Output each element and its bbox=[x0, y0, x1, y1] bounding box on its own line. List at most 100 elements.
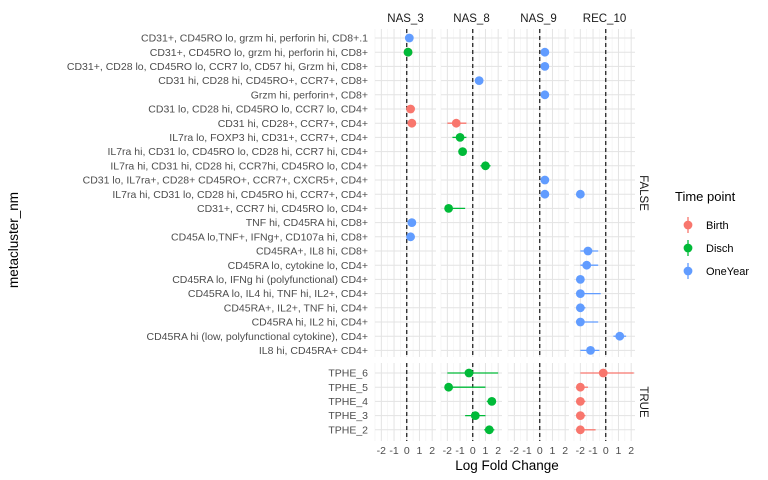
y-tick-label: CD45RA+, IL2+, TNF hi, CD4+ bbox=[224, 302, 368, 314]
data-point bbox=[575, 382, 585, 392]
y-tick-label: IL7ra hi, CD31 lo, CD28 hi, CD45RO hi, C… bbox=[112, 189, 368, 201]
data-point bbox=[458, 147, 468, 157]
x-tick-label: -1 bbox=[389, 445, 398, 457]
x-tick-label: 0 bbox=[537, 445, 543, 457]
y-tick-label: TPHE_6 bbox=[328, 368, 368, 380]
y-tick-label: TPHE_3 bbox=[328, 410, 368, 422]
data-point bbox=[575, 189, 585, 199]
legend-key-point bbox=[683, 243, 693, 253]
data-point bbox=[540, 90, 550, 100]
x-tick-label: 1 bbox=[417, 445, 423, 457]
x-tick-label: 2 bbox=[429, 445, 435, 457]
y-tick-label: CD31+, CD28 lo, CD45RO lo, CCR7 lo, CD57… bbox=[67, 61, 368, 73]
y-tick-label: CD45RA lo, IFNg hi (polyfunctional) CD4+ bbox=[172, 274, 368, 286]
x-tick-label: 2 bbox=[562, 445, 568, 457]
data-point bbox=[540, 47, 550, 57]
data-point bbox=[403, 47, 413, 57]
y-tick-label: IL7ra lo, FOXP3 hi, CD31+, CCR7+, CD4+ bbox=[169, 132, 368, 144]
y-tick-label: CD31+, CCR7 hi, CD45RO lo, CD4+ bbox=[197, 203, 368, 215]
x-tick-label: 1 bbox=[550, 445, 556, 457]
y-tick-label: CD45RA lo, cytokine lo, CD4+ bbox=[228, 260, 368, 272]
data-point bbox=[407, 118, 417, 128]
data-point bbox=[575, 411, 585, 420]
x-tick-label: -2 bbox=[510, 445, 519, 457]
data-point bbox=[481, 161, 490, 171]
legend-label: Birth bbox=[706, 220, 729, 232]
y-tick-label: TPHE_5 bbox=[328, 382, 368, 394]
x-tick-label: -2 bbox=[443, 445, 452, 457]
y-tick-label: Grzm hi, perforin+, CD8+ bbox=[251, 89, 368, 101]
legend-key-point bbox=[683, 266, 693, 276]
facet-strip-label: REC_10 bbox=[583, 13, 626, 25]
legend-label: OneYear bbox=[706, 266, 749, 278]
y-axis-title: metacluster_nm bbox=[6, 192, 21, 288]
x-tick-label: -1 bbox=[455, 445, 464, 457]
legend-title: Time point bbox=[675, 189, 736, 204]
data-point bbox=[615, 331, 625, 341]
data-point bbox=[540, 175, 550, 185]
y-tick-label: CD31 hi, CD28 hi, CD45RO+, CCR7+, CD8+ bbox=[158, 75, 368, 87]
y-tick-label: CD45RA+, IL8 hi, CD8+ bbox=[256, 246, 368, 258]
legend-label: Disch bbox=[706, 243, 734, 255]
data-point bbox=[404, 33, 414, 43]
x-tick-label: 2 bbox=[628, 445, 634, 457]
data-point bbox=[598, 368, 608, 378]
data-point bbox=[444, 382, 454, 392]
facet-strip-label: NAS_8 bbox=[453, 13, 489, 25]
y-tick-label: IL8 hi, CD45RA+ CD4+ bbox=[259, 345, 368, 357]
x-tick-label: 0 bbox=[603, 445, 609, 457]
data-point bbox=[406, 232, 415, 242]
data-point bbox=[444, 204, 454, 213]
data-point bbox=[575, 303, 585, 313]
x-tick-label: -1 bbox=[588, 445, 597, 457]
legend-key-point bbox=[683, 220, 693, 230]
data-point bbox=[464, 368, 474, 378]
data-point bbox=[406, 104, 415, 114]
x-axis-title: Log Fold Change bbox=[455, 458, 559, 473]
data-point bbox=[484, 425, 494, 435]
data-point bbox=[540, 189, 550, 199]
x-tick-label: -2 bbox=[377, 445, 386, 457]
y-tick-label: CD45RA hi (low, polyfunctional cytokine)… bbox=[147, 331, 368, 343]
data-point bbox=[470, 411, 480, 420]
data-point bbox=[474, 76, 484, 85]
y-tick-label: CD31+, CD45RO lo, grzm hi, perforin hi, … bbox=[150, 47, 368, 59]
data-point bbox=[575, 289, 585, 298]
data-point bbox=[575, 397, 585, 406]
data-point bbox=[407, 218, 417, 228]
y-tick-label: CD31+, CD45RO lo, grzm hi, perforin hi, … bbox=[141, 33, 368, 45]
data-point bbox=[586, 346, 595, 355]
x-tick-label: 2 bbox=[495, 445, 501, 457]
data-point bbox=[451, 118, 461, 128]
y-tick-label: IL7ra hi, CD31 lo, CD45RO lo, CD28 hi, C… bbox=[107, 146, 368, 158]
data-point bbox=[575, 275, 585, 284]
facet-strip-label: NAS_9 bbox=[520, 13, 556, 25]
y-tick-label: CD31 hi, CD28+, CCR7+, CD4+ bbox=[218, 118, 368, 130]
data-point bbox=[583, 246, 593, 256]
y-tick-label: CD31 lo, IL7ra+, CD28+ CD45RO+, CCR7+, C… bbox=[83, 175, 368, 187]
data-point bbox=[575, 317, 585, 327]
y-tick-label: CD45RA hi, IL2 hi, CD4+ bbox=[252, 317, 368, 329]
x-tick-label: 0 bbox=[404, 445, 410, 457]
data-point bbox=[455, 133, 465, 142]
y-tick-label: CD45RA lo, IL4 hi, TNF hi, IL2+, CD4+ bbox=[188, 288, 368, 300]
data-point bbox=[582, 260, 592, 270]
data-point bbox=[487, 397, 497, 406]
y-tick-label: TPHE_2 bbox=[328, 424, 368, 436]
y-tick-label: IL7ra hi, CD31 hi, CD28 hi, CCR7hi, CD45… bbox=[110, 160, 368, 172]
x-tick-label: -1 bbox=[522, 445, 531, 457]
data-point bbox=[575, 425, 585, 435]
data-point bbox=[540, 62, 550, 71]
y-tick-label: CD45A lo,TNF+, IFNg+, CD107a hi, CD8+ bbox=[171, 231, 368, 243]
row-facet-strip-label: FALSE bbox=[637, 175, 649, 211]
facet-strip-label: NAS_3 bbox=[387, 13, 423, 25]
x-tick-label: 1 bbox=[483, 445, 489, 457]
x-tick-label: 0 bbox=[470, 445, 476, 457]
row-facet-strip-label: TRUE bbox=[637, 386, 649, 418]
x-tick-label: -2 bbox=[576, 445, 585, 457]
x-tick-label: 1 bbox=[616, 445, 622, 457]
y-tick-label: TNF hi, CD45RA hi, CD8+ bbox=[246, 217, 368, 229]
y-tick-label: TPHE_4 bbox=[328, 396, 368, 408]
